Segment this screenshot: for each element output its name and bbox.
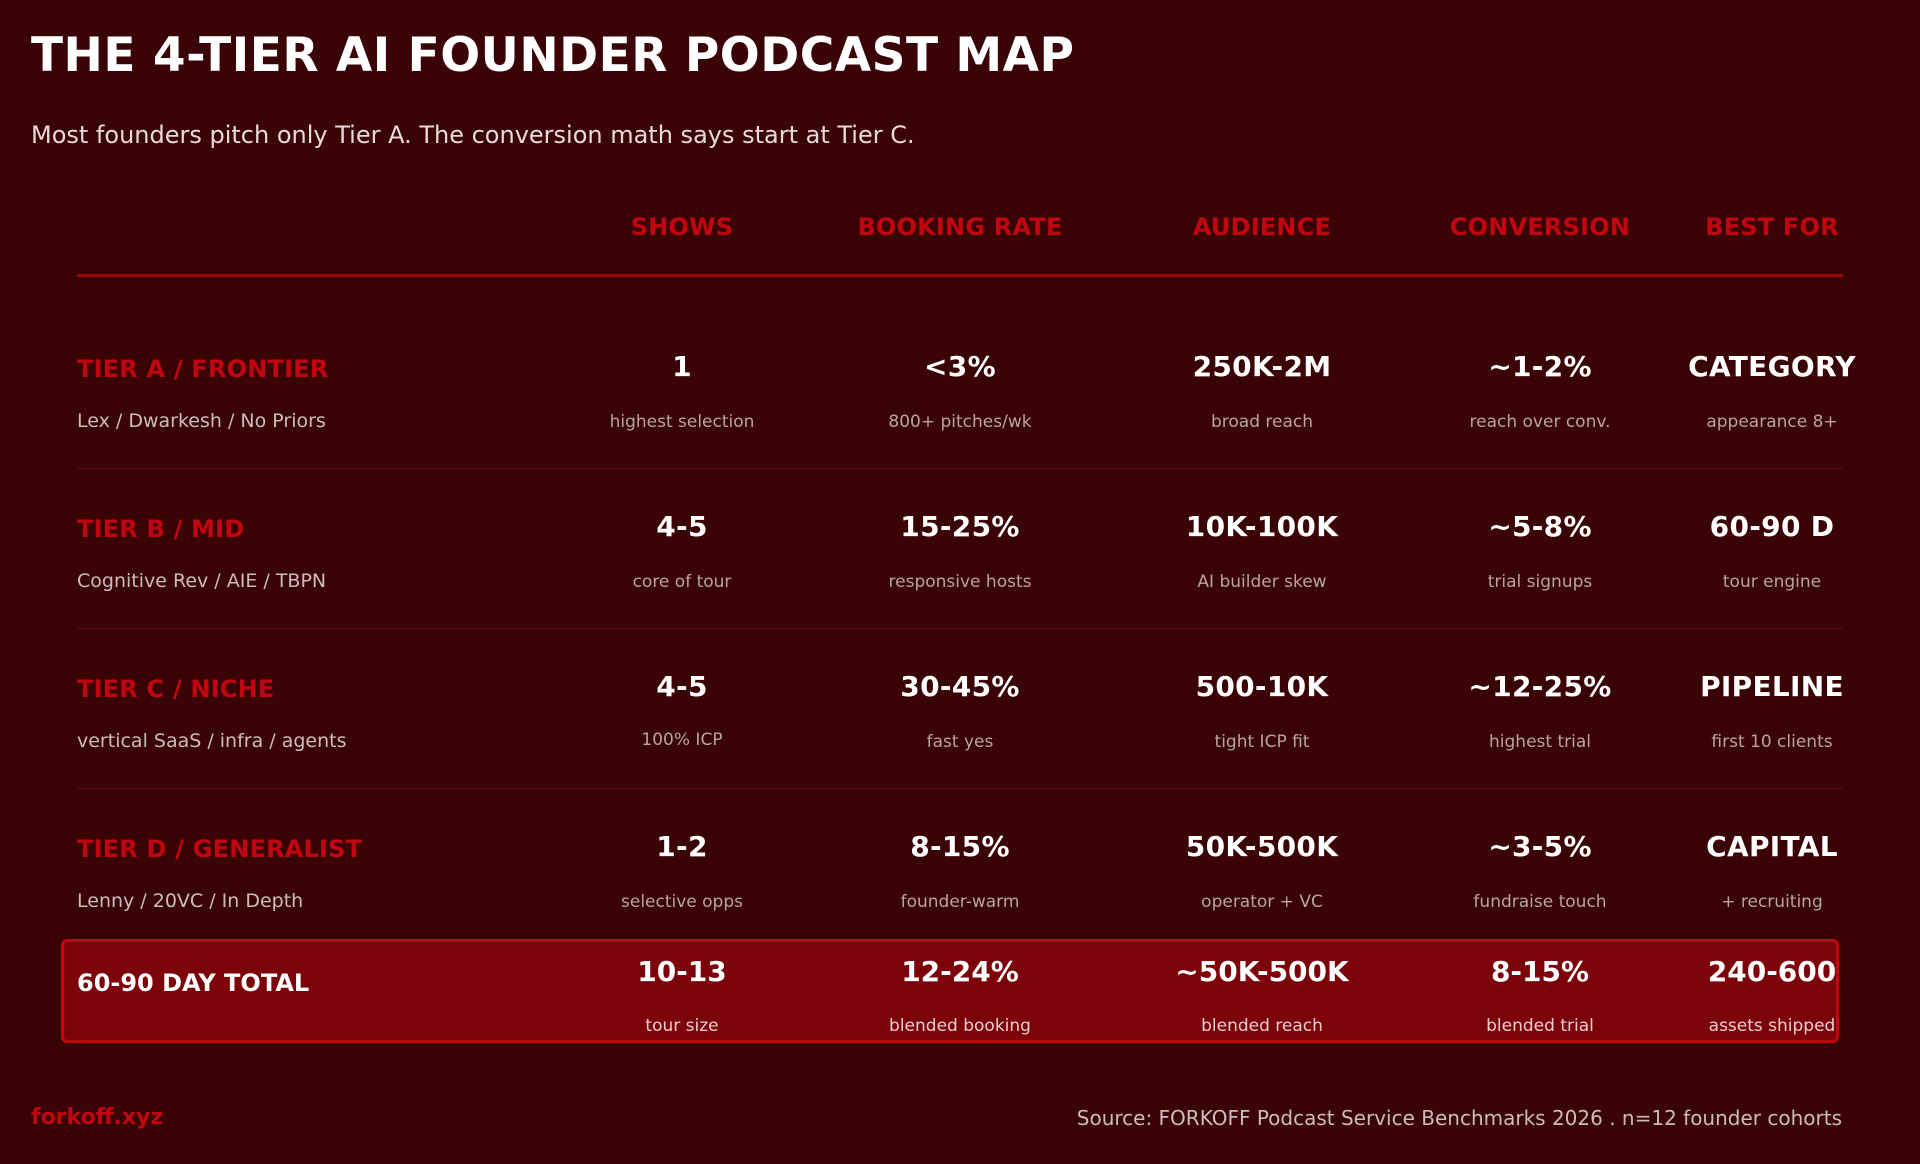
total-shows-note: tour size xyxy=(645,1016,719,1036)
shows-note: highest selection xyxy=(609,412,755,432)
booking-rate-value: <3% xyxy=(924,350,996,383)
conversion-value: ~12-25% xyxy=(1468,670,1612,703)
page-title: THE 4-TIER AI FOUNDER PODCAST MAP xyxy=(31,28,1075,83)
total-conversion-value: 8-15% xyxy=(1490,955,1590,988)
tier-name: TIER D / GENERALIST xyxy=(77,835,363,863)
source-note: Source: FORKOFF Podcast Service Benchmar… xyxy=(1076,1106,1842,1130)
best-for-note: first 10 clients xyxy=(1711,732,1833,752)
tier-shows: vertical SaaS / infra / agents xyxy=(77,730,347,752)
tier-shows: Cognitive Rev / AIE / TBPN xyxy=(77,570,327,592)
best-for-note: + recruiting xyxy=(1721,892,1823,912)
audience-note: operator + VC xyxy=(1201,892,1323,912)
brand-link[interactable]: forkoff.xyz xyxy=(31,1105,164,1130)
best-for-note: appearance 8+ xyxy=(1706,412,1838,432)
shows-value: 1 xyxy=(672,350,692,383)
best-for-value: PIPELINE xyxy=(1700,670,1844,703)
audience-value: 10K-100K xyxy=(1185,510,1339,543)
tier-name: TIER A / FRONTIER xyxy=(77,355,329,383)
header-divider xyxy=(77,274,1843,277)
audience-value: 50K-500K xyxy=(1185,830,1339,863)
conversion-note: trial signups xyxy=(1487,572,1593,592)
booking-rate-note: fast yes xyxy=(926,732,994,752)
total-best-for-value: 240-600 xyxy=(1707,955,1837,988)
booking-rate-value: 30-45% xyxy=(900,670,1020,703)
best-for-value: CAPITAL xyxy=(1706,830,1838,863)
audience-note: AI builder skew xyxy=(1197,572,1327,592)
page-subtitle: Most founders pitch only Tier A. The con… xyxy=(31,121,915,149)
audience-note: broad reach xyxy=(1210,412,1314,432)
total-booking-rate-note: blended booking xyxy=(889,1016,1031,1036)
total-best-for-note: assets shipped xyxy=(1708,1016,1836,1036)
best-for-value: CATEGORY xyxy=(1688,350,1856,383)
total-row-highlight xyxy=(61,939,1839,1043)
row-divider xyxy=(77,788,1843,789)
total-booking-rate-value: 12-24% xyxy=(901,955,1019,988)
column-header-best-for: BEST FOR xyxy=(1705,213,1839,241)
shows-note: selective opps xyxy=(621,892,743,912)
booking-rate-value: 8-15% xyxy=(910,830,1010,863)
conversion-value: ~3-5% xyxy=(1488,830,1592,863)
booking-rate-note: 800+ pitches/wk xyxy=(888,412,1032,432)
total-audience-value: ~50K-500K xyxy=(1175,955,1349,988)
total-conversion-note: blended trial xyxy=(1486,1016,1594,1036)
conversion-value: ~5-8% xyxy=(1488,510,1592,543)
tier-shows: Lenny / 20VC / In Depth xyxy=(77,890,304,912)
shows-value: 4-5 xyxy=(656,670,708,703)
booking-rate-value: 15-25% xyxy=(900,510,1020,543)
tier-name: TIER B / MID xyxy=(77,515,245,543)
booking-rate-note: responsive hosts xyxy=(888,572,1032,592)
conversion-note: highest trial xyxy=(1489,732,1591,752)
booking-rate-note: founder-warm xyxy=(900,892,1020,912)
audience-value: 500-10K xyxy=(1195,670,1329,703)
audience-note: tight ICP fit xyxy=(1214,732,1310,752)
conversion-note: reach over conv. xyxy=(1469,412,1611,432)
total-audience-note: blended reach xyxy=(1201,1016,1323,1036)
conversion-value: ~1-2% xyxy=(1488,350,1592,383)
column-header-shows: SHOWS xyxy=(630,213,734,241)
best-for-note: tour engine xyxy=(1722,572,1822,592)
total-label: 60-90 DAY TOTAL xyxy=(77,969,310,997)
column-header-booking-rate: BOOKING RATE xyxy=(857,213,1063,241)
shows-value: 4-5 xyxy=(656,510,708,543)
column-header-audience: AUDIENCE xyxy=(1192,213,1332,241)
best-for-value: 60-90 D xyxy=(1709,510,1835,543)
row-divider xyxy=(77,628,1843,629)
audience-value: 250K-2M xyxy=(1192,350,1332,383)
row-divider xyxy=(77,468,1843,469)
total-shows-value: 10-13 xyxy=(637,955,727,988)
shows-note: 100% ICP xyxy=(641,730,723,750)
shows-note: core of tour xyxy=(632,572,732,592)
conversion-note: fundraise touch xyxy=(1473,892,1607,912)
column-header-conversion: CONVERSION xyxy=(1449,213,1631,241)
shows-value: 1-2 xyxy=(656,830,708,863)
tier-name: TIER C / NICHE xyxy=(77,675,275,703)
tier-shows: Lex / Dwarkesh / No Priors xyxy=(77,410,326,432)
